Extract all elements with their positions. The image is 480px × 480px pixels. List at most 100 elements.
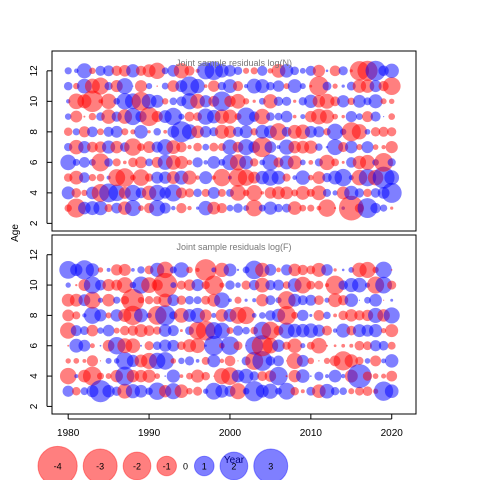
residual-bubble [318,199,336,217]
residual-bubble [173,262,190,278]
residual-bubble [333,313,338,318]
residual-bubble [297,295,308,306]
residual-bubble [236,268,240,272]
residual-bubble [305,65,316,76]
residual-bubble [135,156,147,169]
legend-entry: -1 [156,455,177,477]
residual-bubble [293,99,297,103]
residual-bubble [182,170,197,185]
residual-bubble [219,282,225,288]
residual-bubble [309,313,313,317]
y-tick-label: 8 [29,129,40,135]
residual-bubble [368,94,383,109]
residual-bubble [250,158,259,167]
panel-frame [51,234,417,415]
residual-bubble [344,140,358,154]
residual-bubble [216,203,227,214]
residual-bubble [264,141,277,153]
residual-bubble [75,283,78,287]
residual-bubble [226,204,234,212]
residual-bubble [167,339,180,352]
residual-bubble [102,324,115,337]
residual-bubble [318,360,320,362]
residual-bubble [287,155,302,170]
residual-bubble [365,60,386,81]
residual-bubble [339,387,348,396]
legend-bubble [193,455,215,477]
residual-bubble [124,138,142,156]
residual-bubble [89,67,96,75]
residual-bubble [269,366,288,386]
residual-bubble [186,159,193,166]
residual-bubble [81,189,88,197]
residual-bubble [88,173,97,182]
residual-bubble [234,296,242,304]
residual-bubble [312,171,326,184]
residual-bubble [232,81,244,92]
residual-bubble [83,276,101,294]
residual-bubble [65,282,71,288]
legend-bubble [253,448,289,480]
residual-bubble [149,199,166,217]
residual-bubble [387,280,397,290]
residual-bubble [311,337,327,354]
residual-bubble [385,141,398,154]
residual-bubble [161,67,169,75]
residual-bubble [134,308,148,323]
residual-bubble [199,95,212,108]
residual-bubble [241,280,251,290]
residual-bubble [341,373,346,379]
residual-bubble [63,127,73,137]
residual-bubble [173,63,190,79]
residual-bubble [105,357,112,364]
residual-bubble [263,94,278,109]
residual-bubble [322,188,332,197]
residual-bubble [254,108,271,125]
residual-bubble [249,371,259,381]
legend-bubble [156,455,177,477]
residual-bubble [196,206,200,210]
residual-bubble [207,201,221,215]
residual-bubble [179,329,183,333]
residual-bubble [60,322,77,339]
residual-bubble [186,372,193,380]
residual-bubble [131,268,135,272]
y-tick-label: 12 [29,65,40,77]
y-tick-label: 2 [29,403,40,409]
residual-bubble [203,160,208,165]
residual-bubble [313,310,325,321]
residual-bubble [69,170,84,185]
residual-bubble [296,354,309,367]
residual-bubble [170,358,177,364]
residual-bubble [319,109,335,124]
residual-bubble [193,188,202,198]
residual-bubble [103,126,114,137]
residual-bubble [304,140,318,154]
residual-bubble [332,83,338,89]
residual-bubble [272,80,285,92]
residual-bubble [82,358,87,363]
residual-bubble [88,112,97,121]
residual-bubble [299,67,306,74]
panel-title: Joint sample residuals log(F) [176,242,291,252]
residual-bubble [70,325,82,337]
panel-log-f: Joint sample residuals log(F) 2 4 6 8 10 12 198… [29,234,417,439]
residual-bubble [223,79,237,94]
residual-bubble [70,110,83,123]
residual-bubble [299,159,306,166]
residual-bubble [194,259,217,281]
residual-bubble [105,312,112,319]
residual-bubble [110,125,123,138]
residual-bubble [305,294,317,306]
residual-bubble [319,93,335,109]
residual-bubble [155,305,176,326]
residual-bubble [323,311,331,320]
residual-bubble [381,328,387,334]
residual-bubble [94,309,107,322]
y-tick-label: 10 [29,279,40,291]
y-tick-label: 10 [29,95,40,107]
residual-bubble [97,372,104,380]
residual-bubble [381,144,386,150]
residual-bubble [162,98,169,105]
